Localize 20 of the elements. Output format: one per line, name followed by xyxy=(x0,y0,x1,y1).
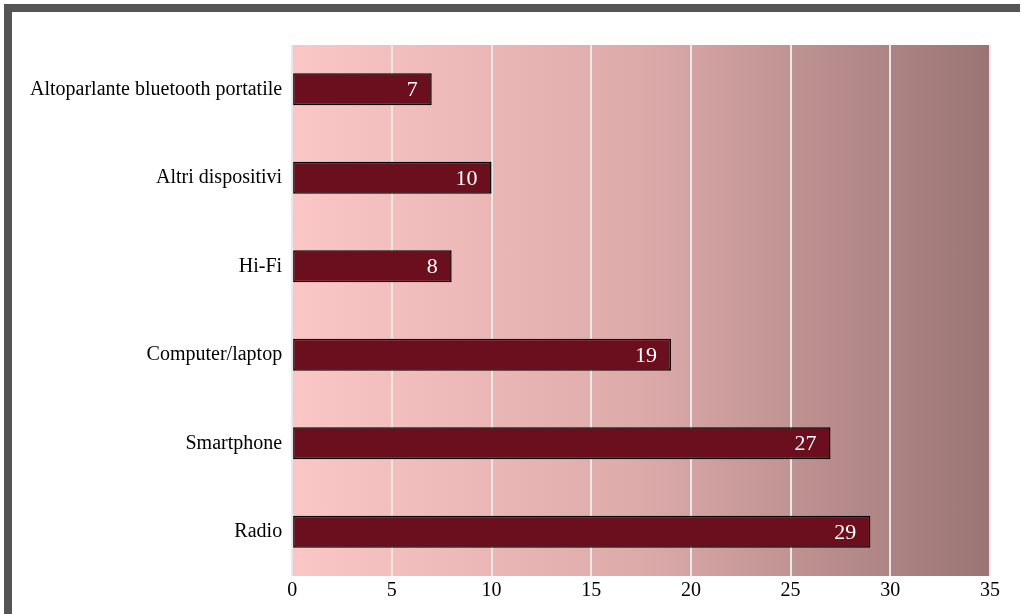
data-label: 27 xyxy=(794,430,817,456)
x-tick-label: 35 xyxy=(980,578,1000,601)
y-tick-label: Radio xyxy=(234,519,283,541)
y-tick-label: Altoparlante bluetooth portatile xyxy=(29,76,283,100)
y-tick-label: Smartphone xyxy=(185,430,283,454)
data-label: 10 xyxy=(455,164,478,190)
y-tick-label: Computer/laptop xyxy=(146,342,283,365)
data-label: 29 xyxy=(834,518,857,544)
x-tick-label: 0 xyxy=(287,578,298,601)
data-label: 8 xyxy=(426,253,438,279)
y-tick-label: Altri dispositivi xyxy=(156,165,283,188)
x-tick-label: 5 xyxy=(386,578,397,601)
y-tick-label: Hi-Fi xyxy=(238,253,283,276)
data-label: 19 xyxy=(634,341,657,367)
x-tick-label: 15 xyxy=(581,578,602,601)
x-tick-label: 30 xyxy=(880,578,901,601)
data-label: 7 xyxy=(406,76,418,102)
x-tick-label: 25 xyxy=(780,578,801,601)
x-tick-label: 20 xyxy=(680,578,701,601)
x-tick-label: 10 xyxy=(481,578,502,601)
